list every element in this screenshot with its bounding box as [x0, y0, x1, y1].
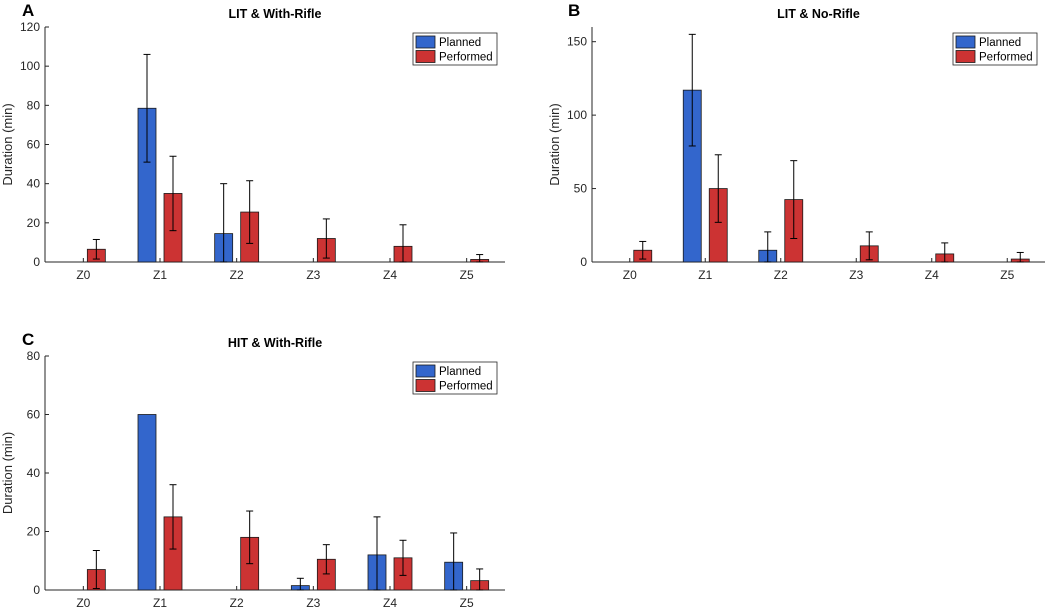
panel-letter: C: [22, 330, 34, 349]
performed-legend-swatch: [415, 379, 436, 392]
planned-legend-swatch: [955, 35, 976, 49]
x-tick-label: Z4: [383, 268, 397, 282]
y-axis-label: Duration (min): [0, 432, 15, 514]
x-tick-label: Z1: [153, 268, 167, 282]
panel-letter: A: [22, 1, 34, 20]
x-tick-label: Z3: [306, 268, 320, 282]
planned-legend-swatch: [415, 35, 436, 49]
performed-legend-swatch: [955, 50, 976, 63]
y-axis-label: Duration (min): [0, 103, 15, 185]
legend-label: Performed: [439, 381, 493, 393]
x-tick-label: Z3: [849, 268, 863, 282]
y-tick-label: 120: [20, 20, 40, 34]
x-tick-label: Z3: [306, 596, 320, 609]
y-tick-label: 80: [27, 98, 41, 112]
panel-c: C HIT & With-Rifle Duration (min) 0 20 40 60 80…: [0, 330, 505, 609]
panel-b: B LIT & No-Rifle Duration (min) 0 50 100 150 Z0…: [547, 1, 1045, 282]
y-tick-label: 150: [567, 35, 587, 49]
y-tick-label: 20: [27, 525, 41, 539]
x-tick-label: Z0: [76, 268, 90, 282]
y-tick-label: 60: [27, 408, 41, 422]
legend-label: Performed: [439, 52, 493, 64]
legend-label: Planned: [439, 37, 481, 49]
performed-legend-swatch: [415, 50, 436, 63]
panel-a: A LIT & With-Rifle Duration (min) 0 20 40 60 80…: [0, 1, 505, 282]
x-tick-label: Z4: [925, 268, 939, 282]
x-tick-label: Z2: [230, 268, 244, 282]
x-tick-label: Z5: [460, 268, 474, 282]
x-tick-label: Z5: [460, 596, 474, 609]
y-tick-label: 50: [574, 182, 588, 196]
x-tick-label: Z2: [230, 596, 244, 609]
y-tick-label: 20: [27, 216, 41, 230]
y-tick-label: 100: [567, 108, 587, 122]
y-tick-label: 100: [20, 59, 40, 73]
y-tick-label: 80: [27, 349, 41, 363]
x-tick-label: Z5: [1000, 268, 1014, 282]
panel-letter: B: [568, 1, 580, 20]
chart-title: LIT & With-Rifle: [229, 7, 322, 21]
x-tick-label: Z1: [698, 268, 712, 282]
x-tick-label: Z0: [76, 596, 90, 609]
y-tick-label: 0: [580, 255, 587, 269]
y-tick-label: 40: [27, 466, 41, 480]
x-tick-label: Z2: [774, 268, 788, 282]
y-axis-label: Duration (min): [547, 103, 562, 185]
x-tick-label: Z4: [383, 596, 397, 609]
y-tick-label: 0: [33, 583, 40, 597]
planned-legend-swatch: [415, 364, 436, 378]
y-tick-label: 60: [27, 138, 41, 152]
legend-label: Performed: [979, 52, 1033, 64]
chart-title: LIT & No-Rifle: [777, 7, 860, 21]
y-tick-label: 40: [27, 177, 41, 191]
x-tick-label: Z0: [623, 268, 637, 282]
y-tick-label: 0: [33, 255, 40, 269]
legend-label: Planned: [979, 37, 1021, 49]
legend-label: Planned: [439, 366, 481, 378]
x-tick-label: Z1: [153, 596, 167, 609]
planned-bar: [137, 414, 157, 591]
chart-title: HIT & With-Rifle: [228, 336, 322, 350]
